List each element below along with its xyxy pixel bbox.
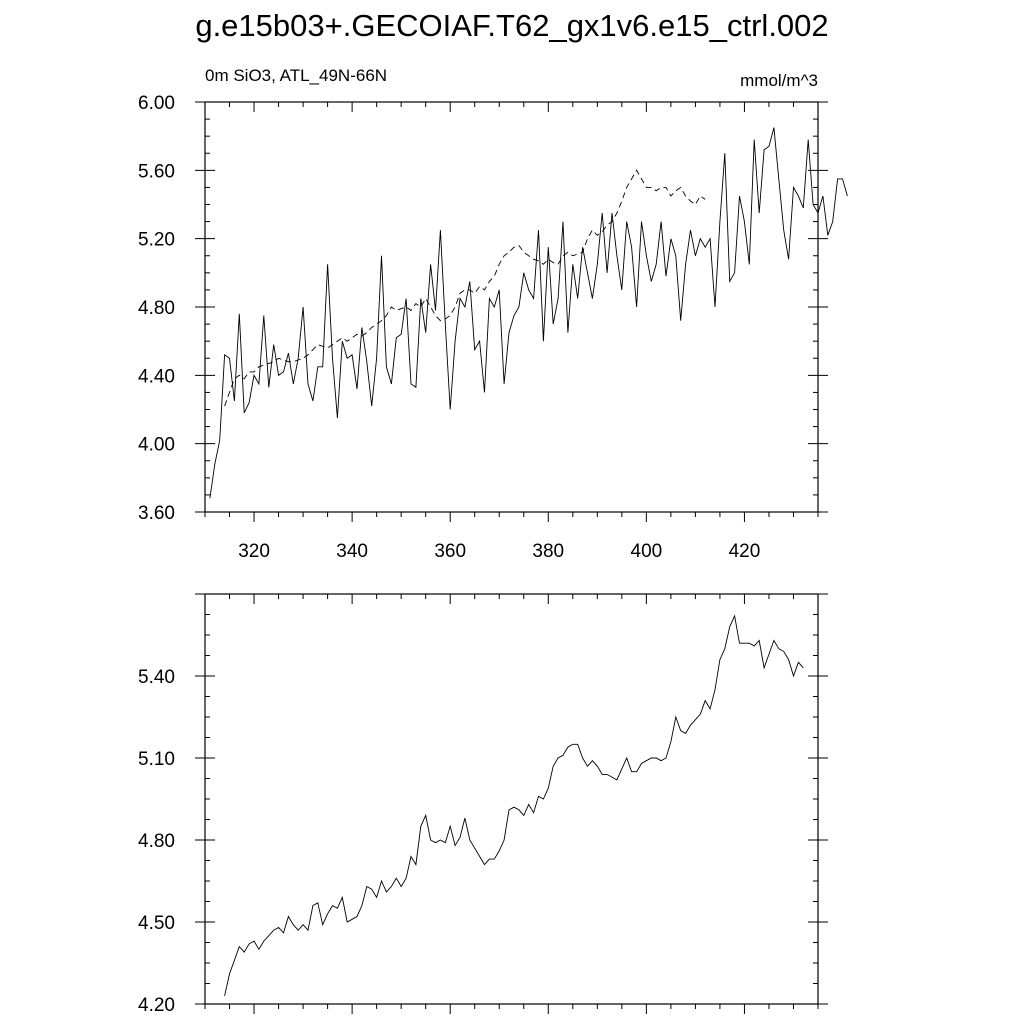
top-plot-frame (204, 101, 819, 513)
y-tick-label: 6.00 (138, 93, 175, 114)
top-series (209, 127, 848, 499)
top-chart: 0m SiO3, ATL_49N-66N mmol/m^3 320 340 360 3… (138, 66, 848, 562)
bottom-plot-frame (204, 593, 819, 1005)
y-tick-label: 5.10 (138, 749, 175, 770)
page-title: g.e15b03+.GECOIAF.T62_gx1v6.e15_ctrl.002 (195, 8, 829, 43)
top-axis-ticks: 320 340 360 380 400 420 3.60 4.00 4.40 4.80 5.20 5.… (138, 93, 828, 562)
y-tick-label: 4.20 (138, 995, 175, 1016)
y-tick-label: 5.20 (138, 230, 175, 251)
y-tick-label: 4.50 (138, 913, 175, 934)
bottom-series (224, 614, 804, 996)
y-tick-label: 4.80 (138, 298, 175, 319)
top-left-label: 0m SiO3, ATL_49N-66N (205, 66, 387, 85)
y-tick-label: 4.80 (138, 831, 175, 852)
x-tick-label: 380 (532, 541, 564, 562)
y-tick-label: 4.00 (138, 435, 175, 456)
bottom-series-solid-line (224, 614, 804, 996)
x-tick-label: 340 (336, 541, 368, 562)
x-tick-label: 420 (729, 541, 761, 562)
top-series-solid-line (209, 127, 848, 499)
top-series-dashed-line (224, 169, 706, 407)
y-tick-label: 5.40 (138, 667, 175, 688)
top-right-label: mmol/m^3 (740, 71, 818, 90)
y-tick-label: 3.60 (138, 503, 175, 524)
bottom-chart: 4.20 4.50 4.80 5.10 5.40 (138, 593, 828, 1016)
bottom-axis-ticks: 4.20 4.50 4.80 5.10 5.40 (138, 593, 828, 1016)
x-tick-label: 320 (238, 541, 270, 562)
x-tick-label: 400 (631, 541, 663, 562)
y-tick-label: 5.60 (138, 161, 175, 182)
y-tick-label: 4.40 (138, 366, 175, 387)
x-tick-label: 360 (434, 541, 466, 562)
